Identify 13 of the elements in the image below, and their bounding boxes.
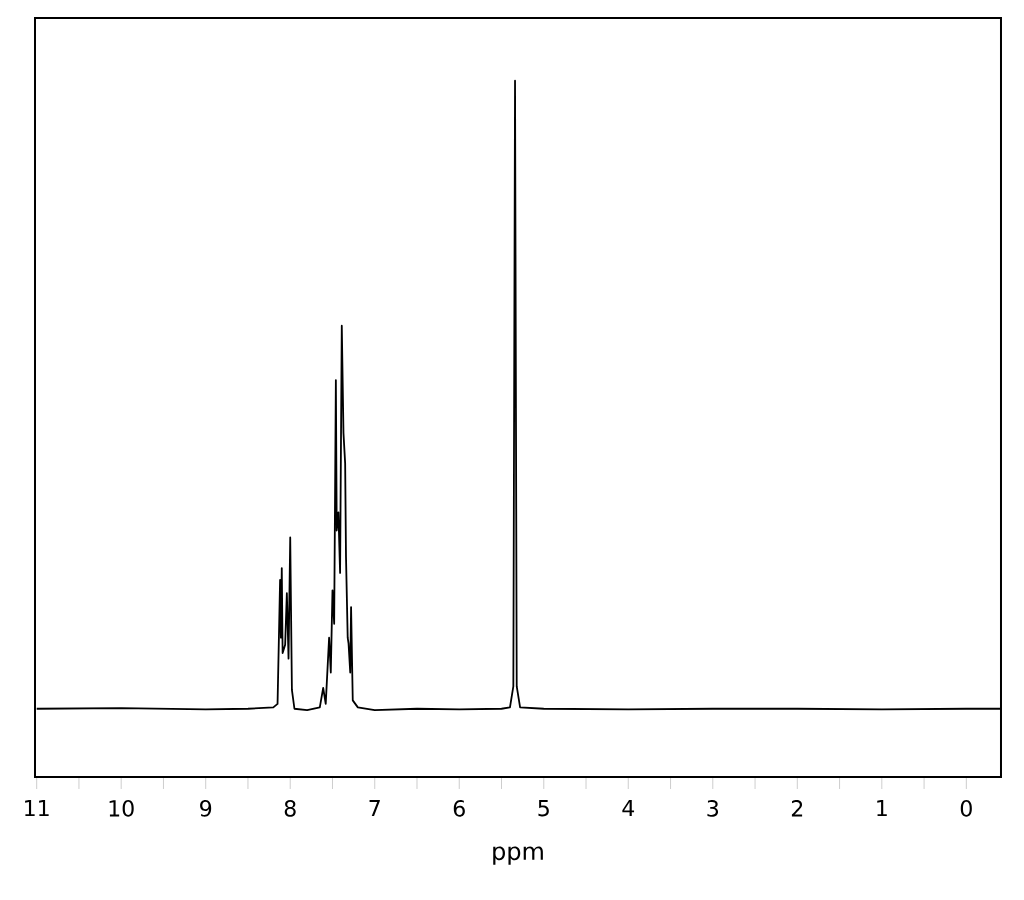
x-tick-label: 11 [25,800,49,817]
x-tick-label: 5 [538,800,549,817]
x-tick-label: 0 [960,800,972,817]
x-tick-label: 10 [109,800,134,817]
x-axis-title: ppm [493,846,543,865]
x-tick-label: 2 [791,800,803,817]
x-tick-label: 9 [200,800,212,817]
x-tick-label: 6 [453,800,465,817]
x-tick-label: 1 [877,800,887,817]
x-tick-label: 4 [622,800,635,817]
x-tick-label: 7 [369,800,380,817]
x-tick-label: 3 [707,800,719,817]
x-tick-label: 8 [284,800,296,817]
